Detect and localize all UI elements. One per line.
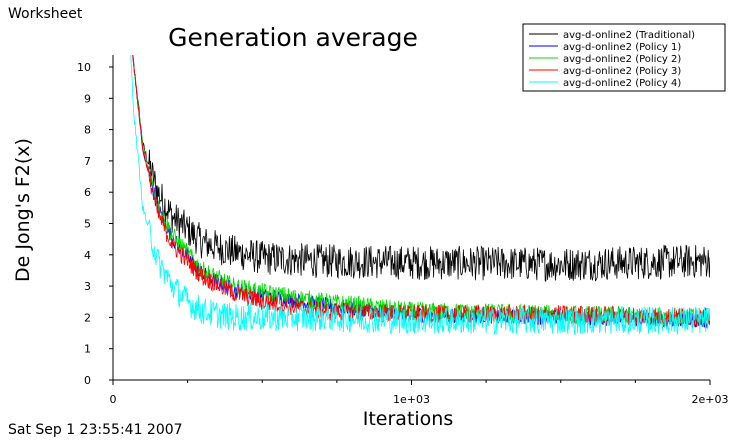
y-tick-label: 10 — [77, 61, 91, 74]
x-axis-label: Iterations — [363, 408, 454, 430]
ticks: 0 1 2 3 4 5 6 7 8 9 10 0 1e+03 2e+03 — [77, 61, 728, 406]
series-layer — [130, 55, 710, 336]
legend-entry: avg-d-online2 (Policy 1) — [563, 42, 681, 53]
x-tick-label: 2e+03 — [692, 393, 729, 406]
series-line — [132, 55, 710, 282]
y-tick-label: 0 — [84, 374, 91, 387]
legend-entry: avg-d-online2 (Policy 3) — [563, 66, 681, 77]
y-tick-label: 7 — [84, 155, 91, 168]
x-tick-label: 1e+03 — [393, 393, 430, 406]
legend-entry: avg-d-online2 (Policy 4) — [563, 78, 681, 89]
y-tick-label: 6 — [84, 186, 91, 199]
y-tick-label: 9 — [84, 92, 91, 105]
series-line — [132, 55, 710, 327]
legend-entry: avg-d-online2 (Policy 2) — [563, 54, 681, 65]
y-tick-label: 1 — [84, 343, 91, 356]
y-axis-label: De Jong's F2(x) — [12, 138, 34, 282]
timestamp: Sat Sep 1 23:55:41 2007 — [8, 422, 183, 438]
legend: avg-d-online2 (Traditional)avg-d-online2… — [522, 23, 726, 92]
chart-title: Generation average — [168, 23, 418, 52]
y-tick-label: 2 — [84, 311, 91, 324]
x-tick-label: 0 — [110, 393, 117, 406]
y-tick-label: 5 — [84, 218, 91, 231]
worksheet-label: Worksheet — [8, 6, 83, 22]
series-line — [130, 55, 710, 336]
y-tick-label: 8 — [84, 124, 91, 137]
y-tick-label: 4 — [84, 249, 91, 262]
legend-entry: avg-d-online2 (Traditional) — [563, 30, 695, 41]
y-tick-label: 3 — [84, 280, 91, 293]
